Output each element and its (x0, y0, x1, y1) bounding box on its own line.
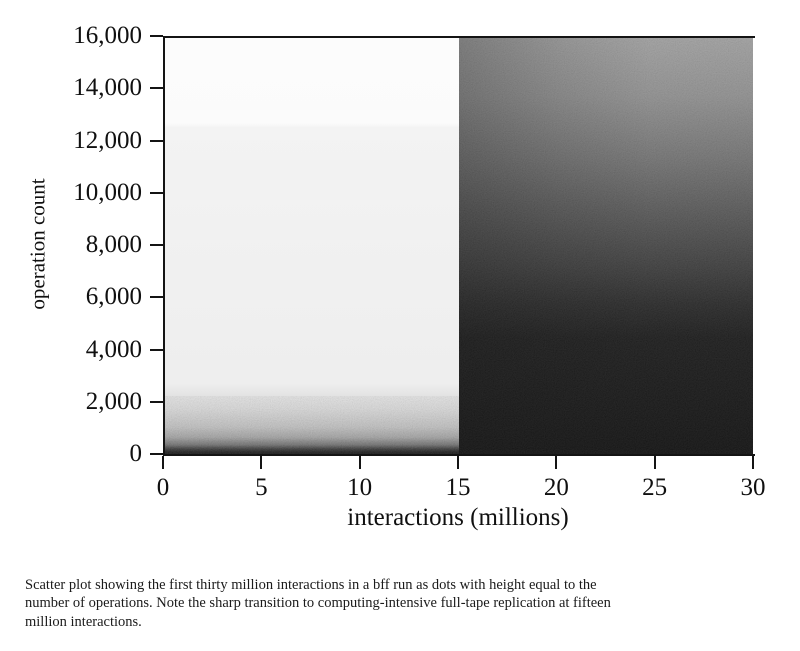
grain-dark-region (459, 38, 753, 454)
y-tick-label: 12,000 (73, 126, 142, 154)
x-tick (260, 456, 263, 469)
x-tick (555, 456, 558, 469)
x-tick-label: 25 (642, 474, 668, 501)
figure-caption: Scatter plot showing the first thirty mi… (25, 576, 770, 631)
y-tick (150, 244, 163, 246)
region-pre-transition (165, 38, 459, 454)
caption-line-2: number of operations. Note the sharp tra… (25, 595, 611, 612)
x-tick-label: 10 (347, 474, 373, 501)
y-tick (150, 87, 163, 90)
caption-line-3: million interactions. (25, 613, 142, 630)
y-tick (150, 348, 163, 351)
y-axis-line (163, 36, 165, 456)
caption-line-1: Scatter plot showing the first thirty mi… (25, 577, 597, 593)
grain-overlay (165, 38, 753, 454)
x-axis-title: interactions (millions) (347, 504, 569, 531)
y-tick-label: 14,000 (73, 74, 142, 102)
x-tick-label: 20 (543, 474, 569, 501)
y-tick (150, 139, 163, 142)
x-tick (457, 456, 459, 469)
y-tick-label: 0 (129, 440, 143, 467)
y-tick (150, 35, 163, 37)
x-axis-line (163, 454, 755, 456)
x-tick-label: 5 (255, 474, 268, 501)
x-tick-label: 15 (445, 474, 471, 501)
axis-top-line (163, 36, 755, 38)
y-tick (150, 191, 163, 194)
y-tick (150, 296, 163, 299)
x-tick (653, 456, 656, 469)
x-tick-label: 30 (740, 474, 766, 501)
grain-bottom-band (165, 396, 459, 454)
y-tick-label: 2,000 (85, 387, 142, 415)
x-tick-label: 0 (156, 474, 170, 501)
y-tick-label: 4,000 (85, 335, 142, 363)
x-tick (162, 456, 164, 469)
y-tick-label: 16,000 (73, 22, 142, 49)
y-tick (150, 400, 163, 403)
y-tick-label: 10,000 (73, 178, 142, 206)
y-tick (150, 453, 163, 455)
plot-area (165, 38, 753, 454)
y-tick-label: 6,000 (85, 283, 142, 311)
x-tick (358, 456, 361, 469)
x-tick (752, 456, 754, 469)
y-tick-label: 8,000 (85, 231, 142, 258)
